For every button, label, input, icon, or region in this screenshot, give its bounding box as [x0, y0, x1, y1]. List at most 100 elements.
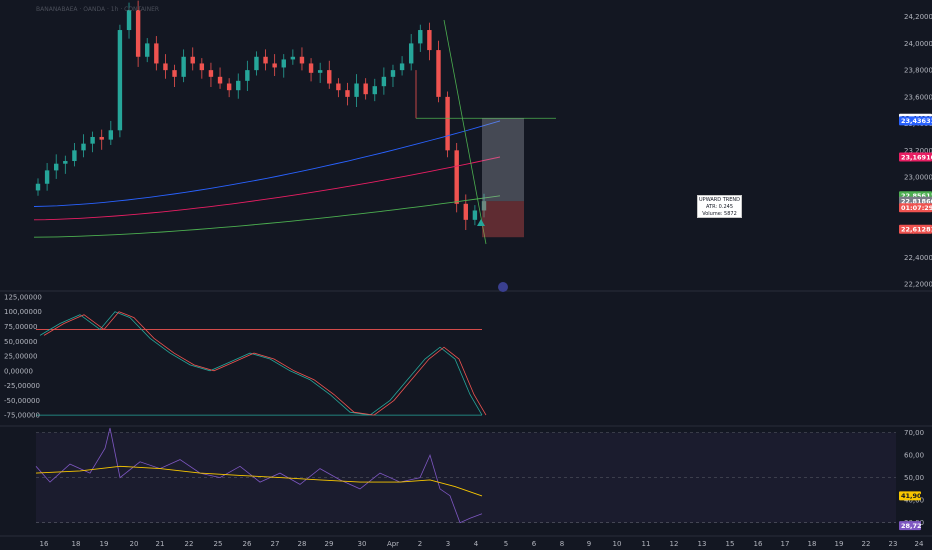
time-axis-tick: 28	[298, 540, 307, 548]
buy-signal-icon	[477, 219, 485, 226]
price-axis-tick: 23,20000	[904, 147, 932, 155]
trend-line	[443, 19, 487, 245]
candle-body	[390, 70, 396, 77]
candle-body	[81, 143, 86, 151]
rsi-axis-tick: 60,00	[904, 452, 924, 460]
symbol-title: BANANABAEA · OANDA · 1h · CONTAINER	[36, 6, 160, 13]
candle-body	[354, 83, 359, 97]
time-axis-tick: 5	[504, 540, 508, 548]
candle-body	[226, 83, 232, 91]
rsi-value-tag-label: 28,72	[901, 522, 922, 530]
candle-body	[299, 56, 305, 64]
time-axis-tick: 10	[613, 540, 622, 548]
candle-body	[290, 56, 296, 60]
time-axis-tick: 4	[474, 540, 479, 548]
candle-body	[245, 70, 250, 81]
candle-body	[145, 43, 150, 57]
price-tag-label: 22,61281	[901, 225, 932, 233]
candle-body	[345, 90, 350, 97]
moving-average-red	[33, 156, 501, 221]
rsi-ma-line	[35, 465, 483, 497]
candle-body	[44, 170, 50, 184]
candle-body	[199, 63, 205, 71]
candle-body	[254, 56, 259, 71]
oscillator-axis-tick: 125,00000	[4, 293, 42, 301]
candle-body	[99, 136, 104, 140]
rsi-pane[interactable]	[35, 427, 896, 524]
candle-body	[327, 70, 332, 84]
candle-body	[135, 9, 141, 57]
oscillator-axis-tick: 0,00000	[4, 367, 33, 375]
time-axis-tick: 21	[156, 540, 165, 548]
candle-body	[126, 9, 132, 31]
indicator-badge-icon	[498, 282, 508, 292]
moving-average-green	[33, 195, 501, 238]
candle-body	[381, 76, 387, 87]
time-axis-tick: 19	[835, 540, 844, 548]
rsi-line	[35, 427, 483, 524]
oscillator-pane[interactable]	[36, 311, 487, 416]
candle-body	[445, 96, 450, 151]
price-pane[interactable]	[33, 0, 556, 245]
candle-body	[408, 43, 414, 64]
price-axis-tick: 24,00000	[904, 40, 932, 48]
time-axis-tick: 22	[862, 540, 871, 548]
rsi-ma-tag-label: 41,90	[901, 492, 922, 500]
time-axis-tick: 12	[670, 540, 679, 548]
moving-average-blue	[33, 120, 501, 207]
candle-body	[372, 86, 377, 95]
oscillator-axis-tick: 50,00000	[4, 338, 37, 346]
oscillator-axis-tick: -75,00000	[4, 412, 40, 420]
time-axis-tick: 3	[446, 540, 450, 548]
candle-body	[472, 210, 478, 220]
price-tag-label: 22,85613	[901, 192, 932, 200]
candle-body	[336, 83, 341, 91]
candle-body	[117, 30, 123, 131]
candle-body	[190, 56, 195, 64]
candle-body	[463, 203, 468, 220]
candle-body	[108, 130, 114, 140]
time-axis-tick: 23	[889, 540, 898, 548]
price-axis-tick: 23,60000	[904, 93, 932, 101]
atr-label: ATR: 0.245	[706, 204, 733, 210]
candle-body	[35, 183, 41, 191]
candle-body	[272, 63, 277, 68]
price-tag	[899, 116, 932, 126]
candle-body	[399, 63, 405, 71]
time-axis-tick: 16	[754, 540, 763, 548]
rsi-ma-tag	[899, 491, 921, 501]
price-tag	[899, 203, 932, 213]
candle-body	[90, 136, 95, 144]
time-axis-tick: 18	[808, 540, 817, 548]
price-axis-tick: 23,00000	[904, 174, 932, 182]
candle-body	[72, 150, 77, 162]
candle-body	[63, 161, 68, 164]
rsi-value-tag	[899, 521, 921, 531]
time-axis-tick: 19	[100, 540, 109, 548]
time-axis-tick: 26	[243, 540, 252, 548]
candle-body	[317, 70, 323, 73]
price-tag	[899, 152, 932, 162]
time-axis-tick: 13	[698, 540, 707, 548]
time-axis-tick: 29	[325, 540, 334, 548]
price-tag-label: 01:07:29	[901, 204, 932, 212]
price-tag-label: 23,43631	[901, 117, 932, 125]
price-axis-tick: 24,20000	[904, 13, 932, 21]
oscillator-slow-line	[43, 311, 487, 416]
time-axis-tick: 2	[418, 540, 422, 548]
grid-lines	[0, 290, 932, 537]
time-axis-tick: 17	[781, 540, 790, 548]
time-axis-tick: 11	[642, 540, 651, 548]
price-axis-tick: 23,80000	[904, 67, 932, 75]
candle-body	[263, 56, 268, 64]
candle-body	[454, 150, 459, 204]
time-axis-tick: 18	[72, 540, 81, 548]
stop-zone	[482, 201, 524, 238]
candle-body	[418, 30, 423, 44]
trend-info-box: UPWARD TREND ATR: 0.245 Volume: 5872	[697, 195, 742, 218]
volume-label: Volume: 5872	[702, 211, 737, 217]
price-axis-tick: 22,20000	[904, 280, 932, 288]
oscillator-fast-line	[39, 311, 483, 416]
rsi-axis-tick: 50,00	[904, 474, 924, 482]
